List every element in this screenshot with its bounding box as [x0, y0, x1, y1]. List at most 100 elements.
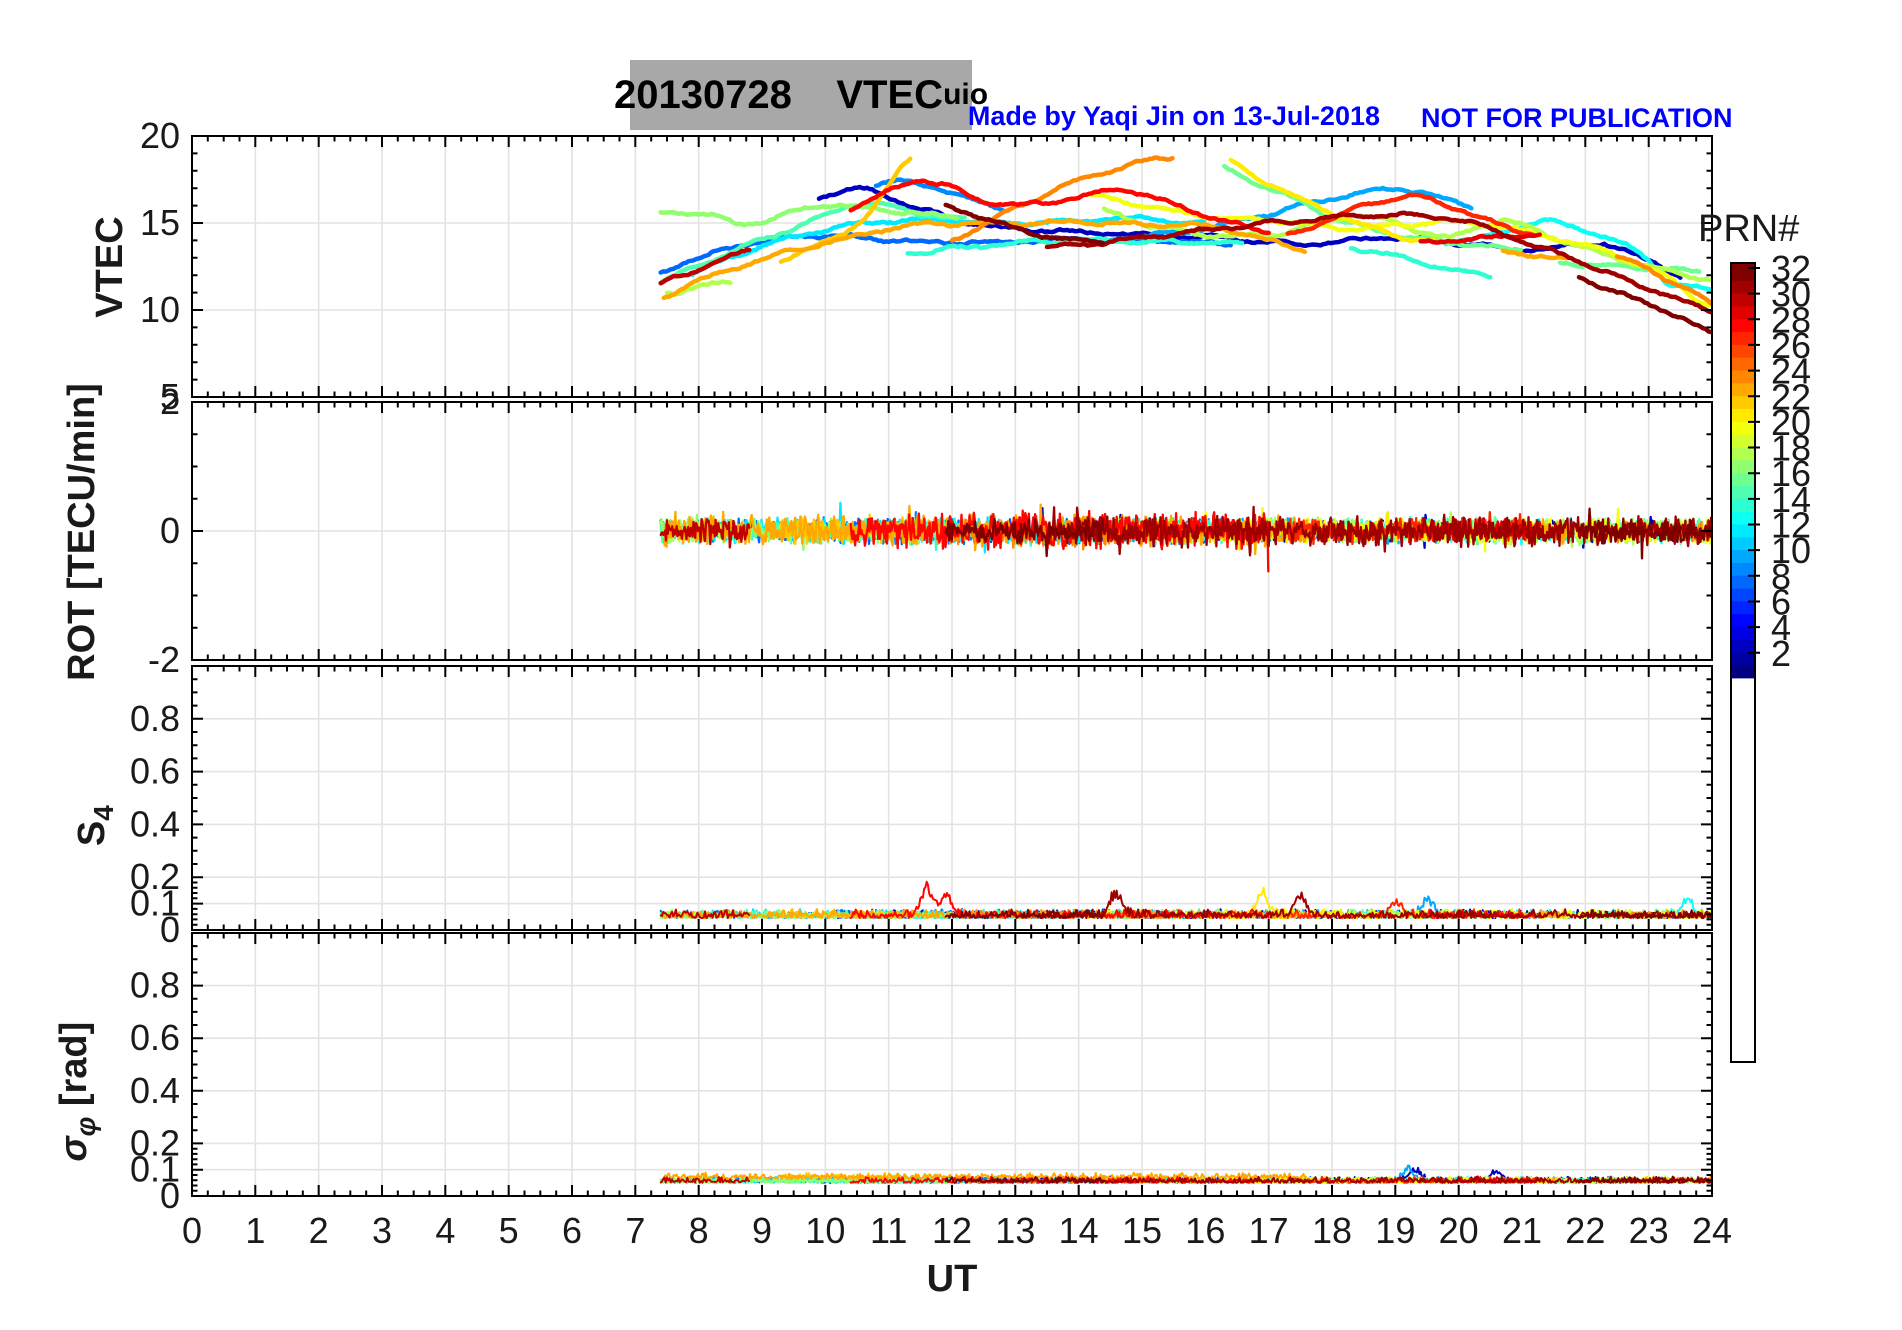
colorbar-border	[1730, 262, 1756, 1063]
ytick-label: 0.6	[130, 1017, 180, 1058]
vtec-trace-prn23-pass2	[1500, 248, 1569, 261]
xtick-label: 8	[689, 1210, 709, 1251]
vtec-trace-prn14-pass2	[1348, 246, 1493, 280]
s4-trace-prn31-pass1	[1046, 889, 1712, 920]
sig-trace-prn30-pass1	[659, 1176, 751, 1184]
ytick-label: 2	[160, 381, 180, 422]
colorbar-tick-label: 28	[1771, 299, 1811, 340]
vtec-trace-prn27-pass1	[1285, 192, 1536, 238]
rot-traces	[659, 501, 1712, 573]
ytick-label: 0.1	[130, 1149, 180, 1190]
xtick-label: 16	[1185, 1210, 1225, 1251]
vtec-trace-prn17-pass1	[658, 202, 960, 228]
ytick-label: 0.4	[130, 803, 180, 844]
colorbar-tick-label: 22	[1771, 376, 1811, 417]
credit-annotation: Made by Yaqi Jin on 13-Jul-2018	[967, 101, 1380, 131]
colorbar-tick-label: 10	[1771, 530, 1811, 571]
colorbar-tick-label: 32	[1771, 248, 1811, 289]
sigma-subscript: φ	[69, 1116, 101, 1137]
vtec-trace-prn13-pass1	[1443, 217, 1712, 292]
ytick-label: 0	[160, 909, 180, 950]
vtec-trace-prn32-pass2	[1576, 274, 1712, 335]
title-banner: 20130728 VTEC uio	[614, 60, 988, 130]
tick-labels: 0 1 2 3 4 5 6 7 8 9 10 11 12 13 14 15 16 17 18 19 20 21 22 23 24…	[130, 115, 1732, 1251]
xtick-label: 17	[1249, 1210, 1289, 1251]
rot-trace-prn32-pass1	[944, 517, 1105, 558]
xtick-label: 15	[1122, 1210, 1162, 1251]
vtec-trace-prn24-pass1	[949, 155, 1175, 243]
xtick-label: 12	[932, 1210, 972, 1251]
ytick-label: 0.8	[130, 965, 180, 1006]
colorbar-tick-label: 6	[1771, 582, 1791, 623]
colorbar-tick-label: 18	[1771, 428, 1811, 469]
sigma-unit: [rad]	[53, 1021, 96, 1117]
colorbar-tick-label: 4	[1771, 607, 1791, 648]
s4-trace-prn32-pass2	[1578, 909, 1712, 920]
sig-trace-prn15-pass1	[659, 1175, 966, 1184]
xtick-label: 3	[372, 1210, 392, 1251]
ytick-label: 0.4	[130, 1070, 180, 1111]
s4-trace-prn32-pass1	[944, 908, 1105, 920]
ylabel-sigma-phi: σφ [rad]	[11, 903, 149, 1323]
xtick-label: 18	[1312, 1210, 1352, 1251]
xtick-label: 24	[1692, 1210, 1732, 1251]
sigma-traces	[659, 1164, 1712, 1184]
sig-trace-prn23-pass1	[662, 1171, 1307, 1180]
xtick-label: 21	[1502, 1210, 1542, 1251]
xtick-label: 10	[805, 1210, 845, 1251]
vtec-trace-prn28-pass1	[848, 178, 1271, 236]
ytick-label: 0	[160, 510, 180, 551]
vtec-trace-prn32-pass1	[943, 202, 1105, 246]
rot-trace-prn31-pass1	[1045, 505, 1712, 557]
xtick-label: 2	[309, 1210, 329, 1251]
vtec-trace-prn24-pass2	[1614, 254, 1712, 306]
ytick-label: 20	[140, 115, 180, 156]
xtick-label: 9	[752, 1210, 772, 1251]
ytick-label: 5	[160, 376, 180, 417]
ytick-label: 0.2	[130, 1122, 180, 1163]
vtec-traces	[658, 155, 1712, 335]
s4-traces	[659, 880, 1712, 920]
ytick-label: 0.2	[130, 856, 180, 897]
ytick-label: 0.1	[130, 883, 180, 924]
not-for-publication-annotation: NOT FOR PUBLICATION	[1421, 103, 1733, 133]
xtick-label: 7	[625, 1210, 645, 1251]
vtec-trace-prn12-pass1	[690, 213, 1207, 278]
colorbar-tick-label: 2	[1771, 633, 1791, 674]
colorbar-tick-label: 14	[1771, 479, 1811, 520]
xtick-label: 13	[995, 1210, 1035, 1251]
xtick-label: 14	[1059, 1210, 1099, 1251]
xtick-label: 22	[1565, 1210, 1605, 1251]
colorbar-tick-label: 24	[1771, 351, 1811, 392]
s4-symbol: S	[71, 820, 114, 847]
xtick-label: 20	[1439, 1210, 1479, 1251]
ytick-label: 0	[160, 1175, 180, 1216]
ytick-label: 0.6	[130, 751, 180, 792]
colorbar-tick-label: 26	[1771, 325, 1811, 366]
colorbar-tick-label: 8	[1771, 556, 1791, 597]
xtick-label: 5	[499, 1210, 519, 1251]
colorbar-ticks	[1748, 267, 1760, 654]
colorbar-label: PRN#	[1698, 208, 1800, 250]
colorbar-tick-label: 30	[1771, 274, 1811, 315]
colorbar-tick-label: 12	[1771, 505, 1811, 546]
xtick-label: 23	[1629, 1210, 1669, 1251]
title-name: VTEC	[836, 72, 944, 117]
s4-subscript: 4	[87, 805, 119, 821]
vtec-trace-prn16-pass2	[1557, 260, 1702, 274]
s4-trace-prn30-pass1	[659, 908, 751, 920]
xtick-label: 0	[182, 1210, 202, 1251]
vtec-trace-prn30-pass1	[658, 247, 752, 286]
sig-trace-prn32-pass1	[944, 1176, 1105, 1184]
ytick-label: 0.8	[130, 698, 180, 739]
xtick-label: 4	[435, 1210, 455, 1251]
ytick-label: -2	[148, 639, 180, 680]
rot-trace-prn30-pass1	[659, 518, 751, 549]
vtec-trace-prn23-pass1	[661, 218, 1308, 301]
ytick-label: 10	[140, 289, 180, 330]
ytick-label: 15	[140, 202, 180, 243]
vtec-trace-prn29-pass1	[1418, 232, 1542, 245]
